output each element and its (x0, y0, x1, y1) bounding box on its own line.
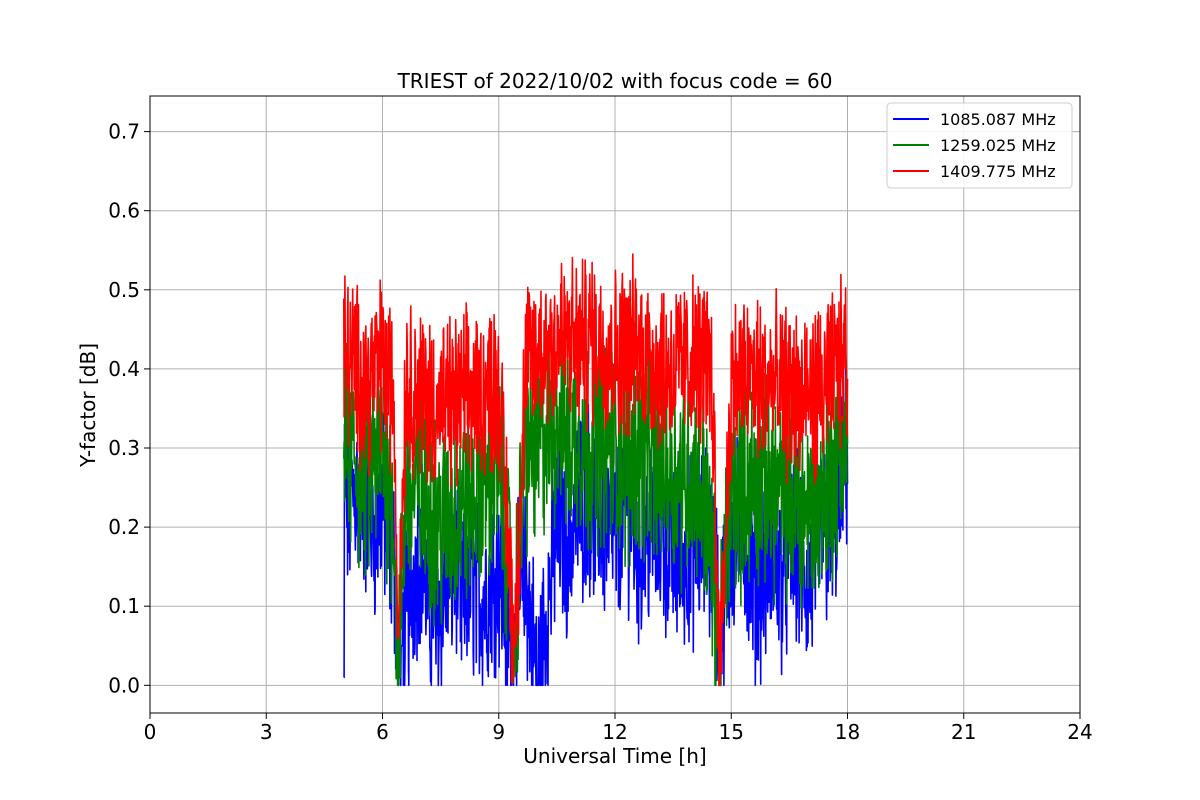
chart-title: TRIEST of 2022/10/02 with focus code = 6… (397, 69, 833, 93)
x-tick-label: 24 (1067, 720, 1092, 744)
y-tick-label: 0.0 (108, 673, 140, 697)
series-layer (343, 253, 849, 687)
x-tick-label: 18 (835, 720, 860, 744)
y-tick-label: 0.5 (108, 278, 140, 302)
y-tick-label: 0.6 (108, 199, 140, 223)
legend: 1085.087 MHz 1259.025 MHz 1409.775 MHz (886, 102, 1073, 189)
x-tick-label: 21 (951, 720, 976, 744)
y-tick-label: 0.3 (108, 436, 140, 460)
y-tick-label: 0.7 (108, 120, 140, 144)
y-axis-ticks: 0.0 0.1 0.2 0.3 0.4 0.5 0.6 0.7 (108, 120, 150, 697)
legend-box (886, 102, 1073, 189)
x-tick-label: 9 (492, 720, 505, 744)
x-tick-label: 6 (376, 720, 389, 744)
x-axis-ticks: 0 3 6 9 12 15 18 21 24 (144, 713, 1093, 744)
x-tick-label: 15 (719, 720, 744, 744)
y-axis-title: Y-factor [dB] (76, 343, 100, 468)
x-tick-label: 12 (602, 720, 627, 744)
x-tick-label: 3 (260, 720, 273, 744)
legend-label: 1409.775 MHz (940, 162, 1056, 181)
y-tick-label: 0.4 (108, 357, 140, 381)
x-tick-label: 0 (144, 720, 157, 744)
y-tick-label: 0.1 (108, 594, 140, 618)
legend-label: 1259.025 MHz (940, 136, 1056, 155)
legend-label: 1085.087 MHz (940, 110, 1056, 129)
x-axis-title: Universal Time [h] (523, 744, 706, 768)
y-tick-label: 0.2 (108, 515, 140, 539)
series-line (343, 253, 849, 687)
